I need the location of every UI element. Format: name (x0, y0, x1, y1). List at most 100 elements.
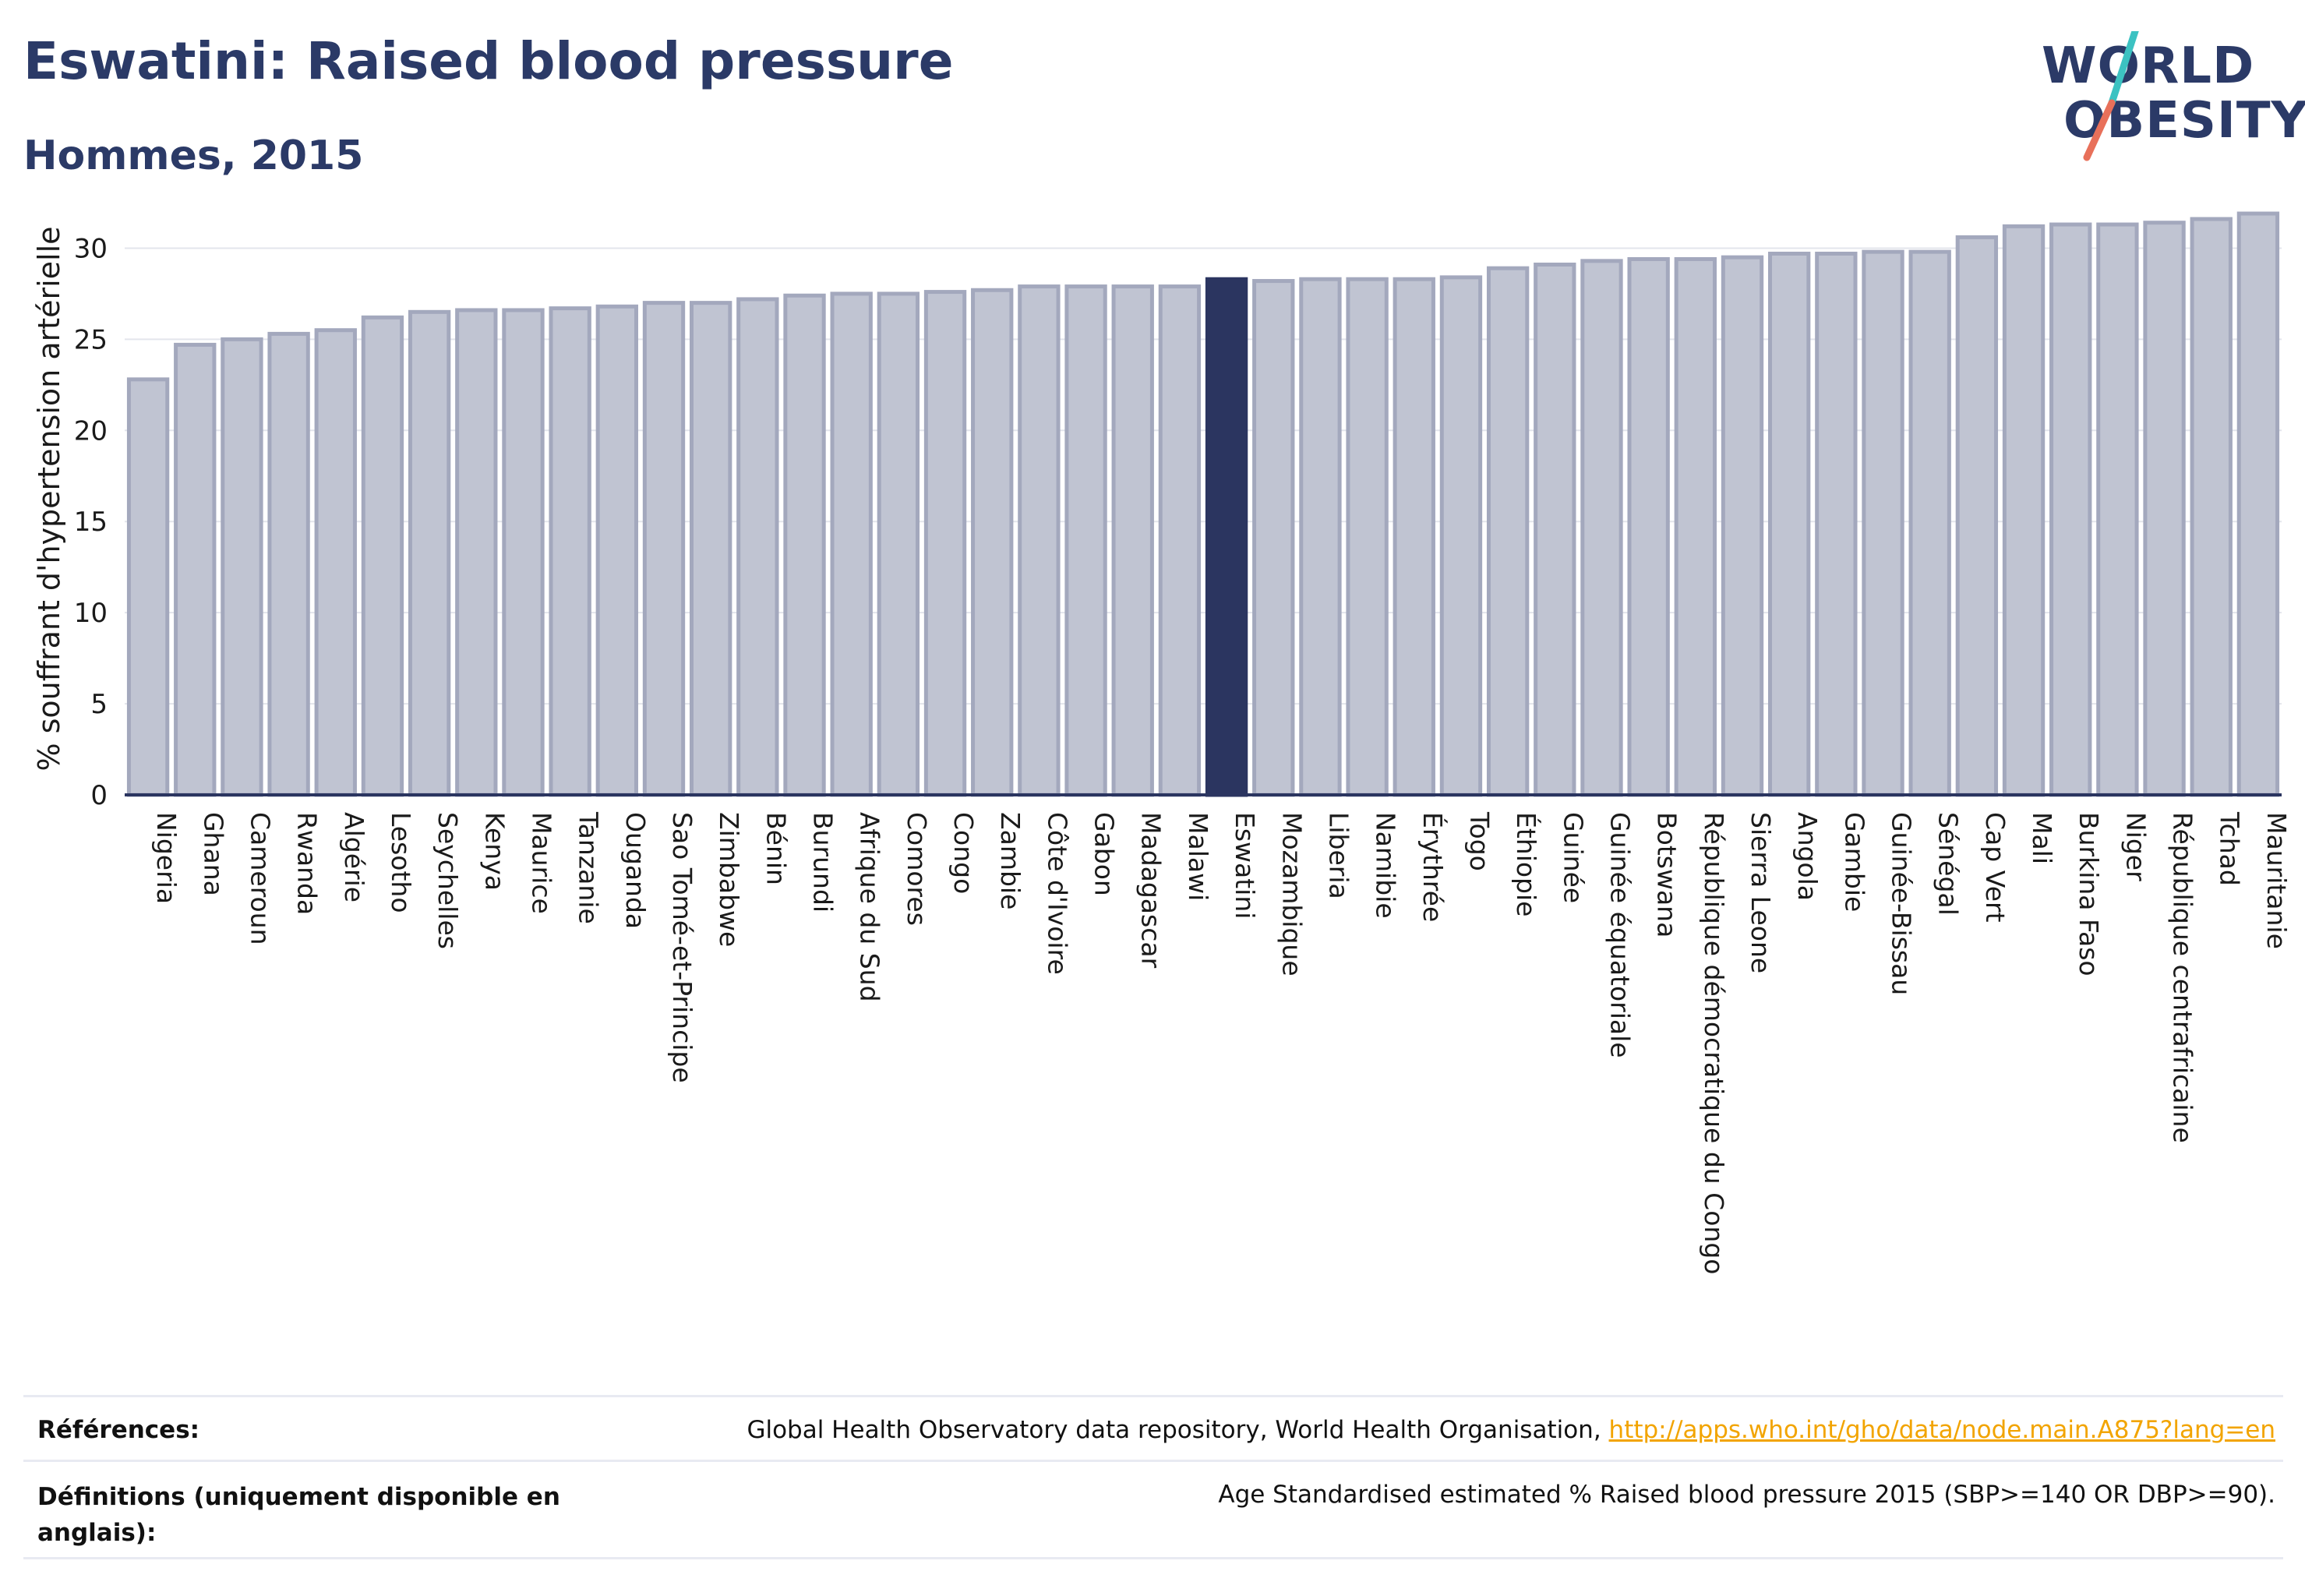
bar (1111, 284, 1154, 797)
chart-subtitle: Hommes, 2015 (23, 132, 364, 179)
bar (1064, 284, 1107, 797)
bar (1346, 277, 1389, 797)
definitions-label: Définitions (uniquement disponible en ang… (37, 1479, 560, 1551)
bar (1252, 279, 1295, 797)
x-tick-label: Guinée-Bissau (1887, 812, 1917, 995)
bar (971, 288, 1014, 797)
definitions-value: Age Standardised estimated % Raised bloo… (1218, 1481, 2275, 1509)
bar (2190, 217, 2233, 797)
bar-highlighted (1205, 277, 1248, 797)
x-tick-label: Nigeria (151, 812, 182, 904)
y-axis-label: % souffrant d'hypertension artérielle (32, 226, 66, 771)
bar (2236, 211, 2280, 797)
x-tick-label: Mauritanie (2261, 812, 2292, 949)
references-link[interactable]: http://apps.who.int/gho/data/node.main.A… (1608, 1416, 2275, 1444)
x-tick-label: Cap Vert (1980, 812, 2010, 923)
x-tick-label: Afrique du Sud (855, 812, 885, 1002)
bar (736, 297, 779, 797)
bar (1580, 259, 1623, 797)
bar-chart: 0 5 10 15 20 25 30 Nigeria Ghana Cameroun Rwanda A… (32, 211, 2292, 1274)
x-tick-label: Guinée équatoriale (1604, 812, 1635, 1058)
x-tick-label: Tchad (2215, 811, 2245, 886)
x-tick-label: Ghana (198, 812, 228, 896)
y-tick-label: 15 (74, 507, 108, 538)
x-tick-label: Eswatini (1230, 812, 1260, 919)
bar (1018, 284, 1061, 797)
x-tick-label: Ouganda (620, 812, 651, 929)
bar (126, 377, 170, 797)
bar (408, 309, 451, 797)
bar (1627, 256, 1670, 797)
x-tick-label: Malawi (1183, 812, 1213, 901)
bar (1486, 266, 1530, 797)
x-tick-label: Namibie (1371, 812, 1401, 919)
x-tick-label: Guinée (1558, 812, 1588, 903)
x-tick-label: Mozambique (1276, 812, 1307, 976)
x-tick-label: Bénin (761, 812, 791, 885)
x-tick-label: Congo (948, 812, 979, 894)
x-tick-label: Sénégal (1933, 812, 1964, 916)
bar (1534, 263, 1576, 797)
y-axis-ticks: 0 5 10 15 20 25 30 (74, 233, 108, 811)
references-table: Références: Global Health Observatory da… (23, 1395, 2283, 1559)
bar (1439, 275, 1483, 797)
bar (314, 328, 357, 797)
x-tick-label: Éthiopie (1511, 812, 1542, 916)
bar (2143, 221, 2186, 797)
x-tick-label: Niger (2120, 812, 2151, 881)
x-tick-label: Algérie (339, 812, 369, 902)
x-tick-label: Burkina Faso (2074, 812, 2104, 976)
x-tick-label: Sao Tomé-et-Principe (667, 812, 697, 1083)
x-tick-label: Cameroun (245, 812, 275, 945)
bar (2049, 222, 2092, 797)
x-tick-label: Comores (902, 812, 932, 926)
x-tick-label: Liberia (1323, 812, 1354, 899)
x-tick-label: Zambie (995, 812, 1025, 909)
x-tick-label: Rwanda (292, 812, 323, 915)
x-tick-label: Zimbabwe (714, 812, 744, 947)
bar (1158, 284, 1202, 797)
bar (1862, 249, 1904, 797)
x-tick-label: Botswana (1652, 812, 1682, 937)
x-tick-label: Érythrée (1417, 812, 1449, 922)
bar (1908, 249, 1951, 797)
y-tick-label: 20 (74, 415, 108, 447)
x-tick-label: Seychelles (432, 812, 463, 949)
x-axis-labels: Nigeria Ghana Cameroun Rwanda Algérie Lesotho… (151, 811, 2292, 1274)
bar (502, 308, 545, 797)
bar (877, 291, 920, 797)
bar (267, 331, 310, 797)
bar (455, 308, 498, 797)
x-tick-label: Lesotho (386, 812, 416, 913)
bar (1674, 256, 1717, 797)
bar (1955, 235, 1999, 797)
bar (923, 290, 967, 797)
world-obesity-logo: WORLD OBESITY (2026, 31, 2305, 164)
y-tick-label: 0 (90, 780, 108, 811)
bar (1721, 255, 1764, 797)
bar (1299, 277, 1342, 797)
definitions-row: Définitions (uniquement disponible en ang… (23, 1460, 2283, 1559)
bar (830, 291, 873, 797)
bars (126, 211, 2280, 797)
bar (642, 301, 686, 797)
bar (2096, 222, 2139, 797)
bar (595, 304, 638, 797)
definitions-label-line1: Définitions (uniquement disponible en (37, 1483, 560, 1511)
x-tick-label: Sierra Leone (1746, 812, 1776, 973)
logo-slash-icon (2083, 31, 2139, 161)
definitions-label-line2: anglais): (37, 1519, 157, 1547)
x-tick-label: Burundi (808, 812, 838, 913)
y-tick-label: 10 (74, 598, 108, 629)
references-text: Global Health Observatory data repositor… (747, 1416, 1609, 1444)
x-tick-label: Gabon (1089, 812, 1120, 896)
bar (1768, 251, 1811, 797)
x-tick-label: Madagascar (1136, 812, 1167, 969)
x-tick-label: Togo (1464, 811, 1495, 871)
bar (1815, 251, 1858, 797)
references-label: Références: (37, 1416, 200, 1444)
references-row: Références: Global Health Observatory da… (23, 1395, 2283, 1460)
x-tick-label: Côte d'Ivoire (1042, 812, 1072, 975)
y-tick-label: 5 (90, 689, 108, 720)
bar (361, 315, 404, 797)
